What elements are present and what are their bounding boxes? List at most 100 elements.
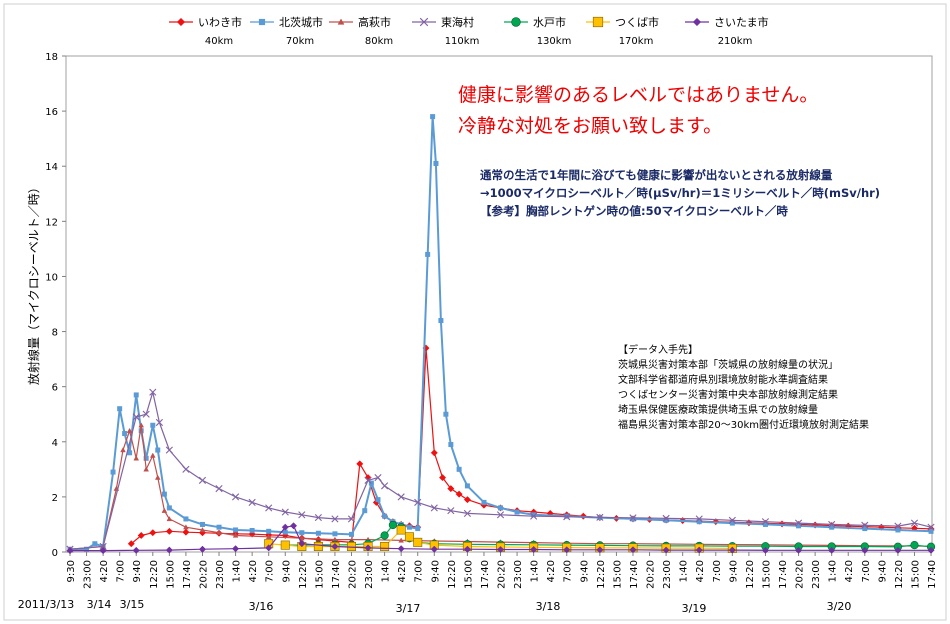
data-point [182, 528, 190, 536]
legend-label: さいたま市 [714, 15, 769, 29]
x-tick-label: 7:00 [563, 560, 574, 582]
data-point [142, 410, 150, 418]
date-label: 3/17 [396, 602, 421, 615]
x-tick-label: 23:00 [215, 560, 226, 589]
legend-label: つくば市 [615, 15, 659, 29]
data-point [198, 476, 207, 484]
note-line-2: →1000マイクロシーベルト／時(μSv/hr)＝1ミリシーベルト／時(mSv/… [480, 186, 880, 200]
y-tick-label: 6 [52, 383, 58, 394]
x-tick-label: 12:20 [745, 560, 756, 589]
data-point [331, 515, 339, 523]
data-point [530, 512, 538, 520]
data-point [456, 466, 462, 472]
data-point [438, 318, 444, 324]
legend-distance: 210km [718, 36, 753, 47]
data-point [215, 485, 223, 493]
data-point [463, 509, 471, 518]
data-point [127, 540, 135, 548]
data-point [455, 490, 463, 498]
data-point [496, 545, 505, 554]
data-point [910, 541, 919, 550]
data-point [397, 493, 405, 501]
data-point [828, 520, 836, 529]
data-point [132, 413, 140, 421]
data-point [133, 455, 140, 461]
data-point [298, 511, 306, 519]
data-point [249, 528, 255, 534]
data-point [198, 545, 207, 553]
source-item: つくばセンター災害対策中央本部放射線測定結果 [618, 388, 838, 401]
note-line-3: 【参考】胸部レントゲン時の値:50マイクロシーベルト／時 [480, 204, 788, 218]
data-point [380, 531, 389, 540]
legend-label: 東海村 [441, 15, 474, 29]
x-tick-label: 23:00 [83, 560, 94, 589]
data-point [155, 447, 161, 453]
data-point [894, 522, 902, 530]
data-point [397, 545, 405, 553]
data-point [281, 508, 289, 516]
x-tick-label: 12:20 [894, 560, 905, 589]
legend-marker [592, 16, 604, 28]
data-point [433, 160, 439, 166]
data-point [928, 528, 934, 534]
data-point [463, 545, 471, 553]
x-tick-label: 17:40 [182, 560, 193, 589]
x-tick-label: 23:00 [811, 560, 822, 589]
y-tick-label: 18 [45, 52, 58, 63]
legend-distance: 170km [619, 36, 654, 47]
data-point [430, 449, 438, 457]
data-point [761, 546, 770, 554]
data-point [110, 469, 116, 475]
data-point [84, 546, 90, 552]
data-point [216, 529, 222, 535]
x-tick-label: 15:00 [761, 560, 772, 589]
data-point [348, 531, 354, 537]
y-tick-label: 16 [45, 107, 58, 118]
x-tick-label: 12:20 [149, 560, 160, 589]
data-point [66, 547, 74, 555]
x-tick-label: 7:00 [414, 560, 425, 582]
data-point [596, 546, 604, 554]
legend-item: いわき市 40km [169, 15, 242, 47]
date-label: 3/14 [87, 598, 112, 611]
x-tick-label: 7:00 [712, 560, 723, 582]
series-6 [66, 522, 935, 555]
legend-label: 高萩市 [358, 15, 391, 29]
data-point [199, 521, 205, 527]
data-point [447, 507, 455, 515]
date-label: 3/19 [682, 602, 707, 615]
legend: いわき市 40km 北茨城市 70km 高萩市 80km 東海村 110km 水戸市 130km つ… [169, 15, 769, 47]
data-point [149, 388, 157, 396]
data-point [375, 497, 381, 503]
data-point [894, 546, 902, 554]
data-point [248, 498, 256, 506]
data-point [266, 528, 272, 534]
x-tick-label: 20:20 [198, 560, 209, 589]
data-point [133, 392, 139, 398]
data-point [165, 527, 173, 535]
legend-label: いわき市 [198, 15, 242, 29]
data-point [382, 513, 388, 519]
legend-item: つくば市 170km [586, 15, 659, 47]
x-tick-label: 4:20 [99, 560, 110, 582]
data-point [138, 422, 145, 428]
data-point [299, 530, 305, 536]
data-point [314, 513, 322, 522]
x-tick-label: 23:00 [662, 560, 673, 589]
data-point [265, 504, 273, 512]
data-point [166, 505, 172, 511]
y-axis-label: 放射線量（マイクロシーベルト／時） [26, 181, 41, 385]
data-point [117, 406, 123, 412]
series-group [66, 114, 936, 555]
data-point [514, 509, 520, 515]
data-point [388, 520, 397, 530]
x-tick-label: 17:40 [927, 560, 938, 589]
data-point [231, 493, 240, 501]
legend-label: 水戸市 [533, 15, 566, 29]
data-point [425, 251, 431, 257]
x-tick-label: 1:40 [232, 560, 243, 582]
data-point [232, 545, 240, 553]
legend-marker [258, 18, 266, 26]
x-tick-label: 1:40 [828, 560, 839, 582]
